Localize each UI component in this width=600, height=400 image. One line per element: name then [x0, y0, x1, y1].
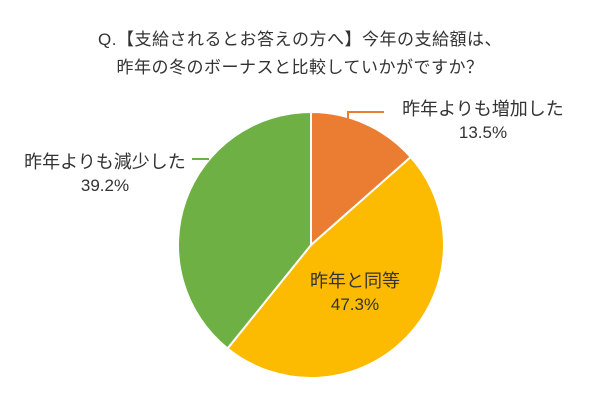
- slice-label-increased: 昨年よりも増加した 13.5%: [383, 97, 583, 145]
- leader-line-increased: [347, 111, 384, 119]
- chart-title-line2: 昨年の冬のボーナスと比較していかがですか？: [116, 58, 484, 77]
- pie-slice-decreased: [177, 111, 312, 350]
- pie-slice-same: [226, 156, 445, 379]
- slice-label-decreased-text: 昨年よりも減少した: [24, 152, 186, 172]
- pie-slice-increased: [310, 111, 412, 246]
- slice-label-increased-text: 昨年よりも増加した: [402, 99, 564, 119]
- chart-title-line1: Q.【支給されるとお答えの方へ】今年の支給額は、: [98, 30, 502, 49]
- slice-label-increased-value: 13.5%: [458, 123, 508, 142]
- slice-label-decreased-value: 39.2%: [80, 176, 130, 195]
- slice-label-same-text: 昨年と同等: [310, 271, 400, 291]
- slice-label-same: 昨年と同等 47.3%: [296, 269, 414, 317]
- chart-title: Q.【支給されるとお答えの方へ】今年の支給額は、 昨年の冬のボーナスと比較してい…: [0, 26, 600, 82]
- slice-label-same-value: 47.3%: [330, 295, 380, 314]
- slice-label-decreased: 昨年よりも減少した 39.2%: [12, 150, 198, 198]
